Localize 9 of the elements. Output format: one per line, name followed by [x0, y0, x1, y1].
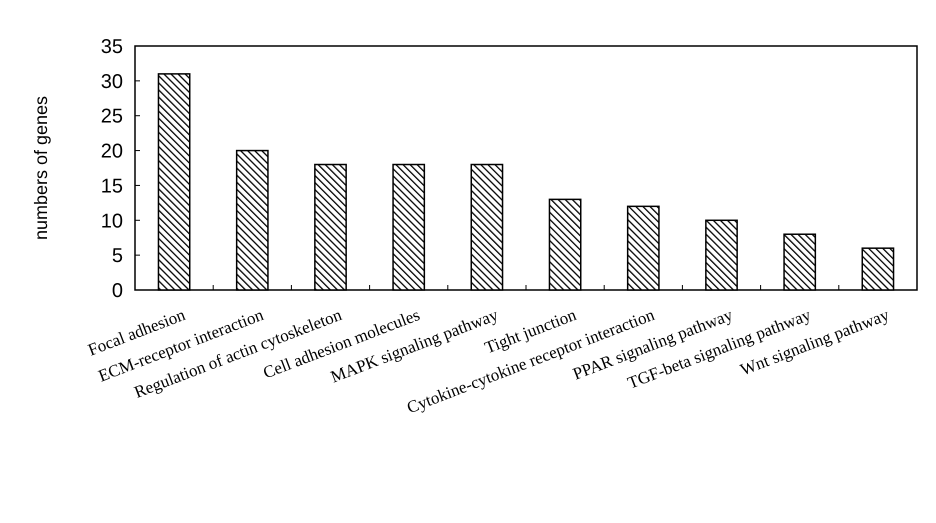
y-tick-label: 25 — [100, 106, 123, 128]
y-tick-label: 30 — [100, 70, 123, 93]
y-tick-label: 5 — [112, 245, 123, 268]
y-tick-label: 10 — [100, 210, 123, 232]
y-tick-label: 15 — [100, 175, 123, 198]
y-axis-title: numbers of genes — [31, 96, 51, 240]
y-tick-label: 35 — [100, 36, 123, 58]
y-tick-label: 20 — [100, 140, 123, 163]
y-tick-label: 0 — [112, 280, 123, 302]
